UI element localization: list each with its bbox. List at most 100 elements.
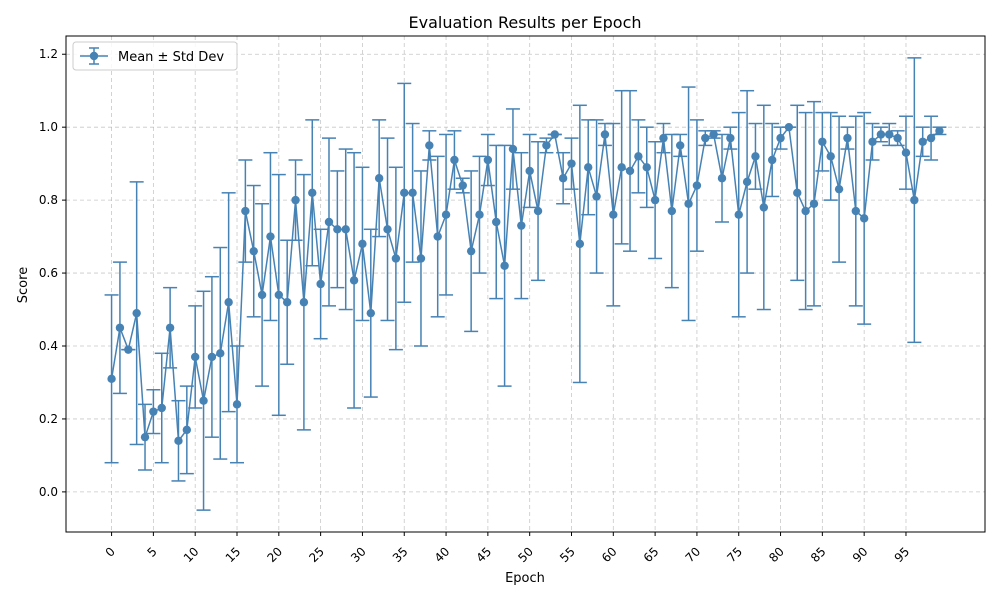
data-point <box>885 130 894 139</box>
data-point <box>383 225 392 234</box>
data-point <box>901 148 911 157</box>
data-point <box>140 432 150 442</box>
data-point <box>475 210 484 219</box>
data-point <box>341 225 350 234</box>
y-tick-label: 0.8 <box>39 193 58 207</box>
y-tick-label: 0.4 <box>39 339 58 353</box>
data-point <box>701 133 710 143</box>
data-point <box>659 133 668 143</box>
data-point <box>374 174 384 183</box>
legend: Mean ± Std Dev <box>72 41 238 71</box>
data-point <box>149 407 158 416</box>
data-point <box>935 126 944 136</box>
data-point <box>533 206 543 216</box>
data-point <box>801 206 810 216</box>
data-point <box>642 163 651 172</box>
data-point <box>592 192 601 201</box>
y-axis-label: Score <box>16 267 31 303</box>
data-point <box>650 195 660 205</box>
data-point <box>207 352 217 362</box>
data-point <box>910 195 919 205</box>
data-point <box>734 210 743 219</box>
legend-label: Mean ± Std Dev <box>118 50 224 65</box>
data-point <box>441 210 451 219</box>
data-point <box>199 396 208 405</box>
data-point <box>926 133 936 143</box>
y-tick-label: 0.2 <box>39 412 58 426</box>
data-point <box>625 166 635 176</box>
y-tick-label: 1.0 <box>39 120 58 134</box>
data-point <box>517 221 526 230</box>
y-tick-label: 0.6 <box>39 266 58 280</box>
data-point <box>584 163 593 172</box>
data-point <box>241 206 250 216</box>
data-layer <box>104 57 947 511</box>
data-point <box>634 152 643 161</box>
plot-frame <box>65 35 986 533</box>
x-axis-label: Epoch <box>505 571 545 586</box>
data-point <box>784 122 794 132</box>
data-point <box>333 225 342 234</box>
data-point <box>818 137 827 146</box>
data-point <box>483 155 493 165</box>
data-point <box>851 206 861 216</box>
data-point <box>692 181 702 190</box>
data-point <box>567 159 576 168</box>
y-tick-label: 1.2 <box>39 47 58 61</box>
data-point <box>366 308 376 318</box>
data-point <box>182 425 192 435</box>
data-point <box>575 239 585 249</box>
series-line <box>110 125 940 443</box>
data-point <box>809 199 819 208</box>
data-point <box>349 276 359 285</box>
data-point <box>859 214 869 223</box>
data-point <box>868 137 877 146</box>
legend-box <box>72 41 238 71</box>
data-point <box>751 152 760 161</box>
data-point <box>308 188 317 198</box>
data-point <box>617 163 626 172</box>
data-point <box>174 436 183 446</box>
data-point <box>466 246 476 256</box>
data-point <box>726 133 735 143</box>
data-point <box>550 130 559 139</box>
data-point <box>408 188 417 198</box>
data-point <box>274 290 284 300</box>
data-point <box>558 174 568 183</box>
data-point <box>500 261 509 270</box>
data-point <box>266 232 275 241</box>
chart-title: Evaluation Results per Epoch <box>408 13 641 32</box>
data-point <box>291 195 300 205</box>
data-point <box>165 323 175 332</box>
data-point <box>918 137 927 146</box>
data-point <box>224 298 233 307</box>
data-point <box>450 155 459 165</box>
data-point <box>433 232 442 241</box>
data-point <box>717 174 727 183</box>
data-point <box>684 199 693 208</box>
data-point <box>391 254 401 263</box>
data-point <box>249 246 258 256</box>
data-point <box>709 130 718 139</box>
data-point <box>826 152 835 161</box>
data-point <box>107 374 116 384</box>
data-point <box>425 141 434 150</box>
data-point <box>508 144 518 154</box>
data-point <box>257 290 267 300</box>
data-point <box>124 345 133 354</box>
data-point <box>776 133 785 143</box>
data-point <box>876 130 886 139</box>
data-point <box>609 210 618 219</box>
data-point <box>600 130 610 139</box>
data-point <box>358 239 367 249</box>
data-point <box>157 403 166 413</box>
data-point <box>667 206 677 216</box>
data-point <box>834 184 844 194</box>
data-point <box>132 308 141 318</box>
data-points <box>107 122 944 446</box>
data-point <box>190 352 200 362</box>
data-point <box>115 323 125 332</box>
